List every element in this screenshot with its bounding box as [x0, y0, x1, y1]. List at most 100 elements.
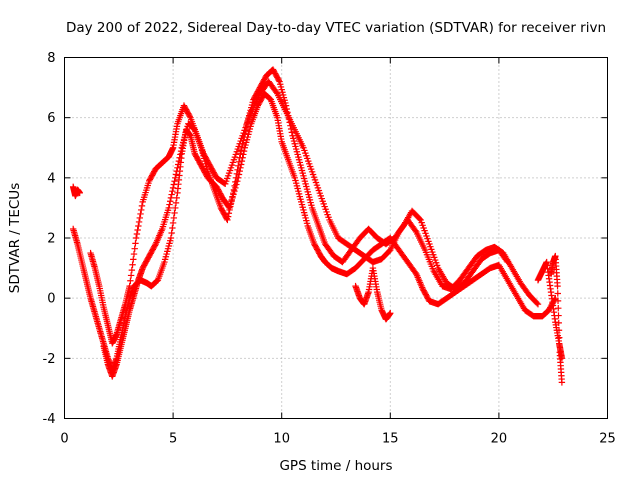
data-point	[167, 194, 175, 202]
data-point	[136, 214, 143, 222]
data-point	[504, 258, 511, 266]
data-point	[166, 201, 173, 208]
data-point	[387, 310, 394, 317]
y-tick-label: -4	[43, 412, 56, 427]
data-point	[76, 189, 83, 197]
data-point	[177, 147, 185, 155]
data-point	[287, 122, 294, 129]
data-point	[174, 164, 181, 172]
data-point	[242, 127, 249, 134]
data-point	[229, 190, 237, 197]
data-point	[170, 181, 178, 188]
data-point	[237, 150, 244, 157]
data-point	[416, 215, 423, 223]
data-point	[168, 229, 175, 237]
data-point	[168, 191, 175, 198]
data-point	[554, 290, 561, 297]
data-point	[239, 140, 246, 147]
plot-frame	[64, 57, 608, 419]
data-points	[69, 66, 566, 386]
data-point	[283, 105, 290, 113]
y-tick-label: 4	[47, 171, 55, 186]
data-point	[126, 282, 133, 290]
data-point	[173, 167, 180, 175]
data-point	[186, 113, 193, 120]
data-point	[275, 77, 283, 84]
satellite-track-5	[352, 264, 394, 323]
data-point	[555, 304, 562, 312]
y-tick-label: 0	[47, 292, 55, 307]
data-point	[138, 206, 145, 214]
data-point	[240, 137, 247, 144]
data-point	[132, 234, 140, 242]
data-point	[273, 89, 280, 96]
data-point	[226, 206, 233, 214]
data-point	[127, 272, 135, 279]
y-tick-label: 2	[47, 232, 55, 247]
data-point	[131, 245, 138, 252]
data-point	[190, 125, 197, 132]
data-point	[172, 204, 179, 212]
data-point	[240, 133, 248, 141]
data-point	[228, 196, 235, 204]
data-point	[227, 203, 234, 210]
data-point	[129, 261, 136, 268]
data-point	[229, 193, 236, 200]
data-point	[234, 166, 241, 174]
data-point	[138, 202, 146, 210]
data-point	[554, 297, 562, 305]
data-point	[282, 102, 290, 109]
x-tick-label: 10	[273, 432, 290, 447]
data-point	[237, 147, 245, 154]
data-point	[238, 143, 246, 151]
data-point	[171, 177, 178, 185]
y-tick-label: 8	[47, 51, 55, 66]
x-axis-label: GPS time / hours	[279, 458, 392, 474]
data-point	[285, 115, 293, 123]
data-point	[171, 209, 178, 217]
y-tick-label: -2	[43, 352, 56, 367]
data-point	[556, 341, 563, 349]
satellite-track-7	[547, 252, 566, 386]
data-point	[169, 219, 177, 227]
data-point	[503, 257, 510, 264]
data-point	[235, 162, 242, 169]
data-point	[225, 210, 233, 217]
x-tick-label: 15	[382, 432, 399, 447]
x-tick-label: 0	[60, 432, 68, 447]
y-tick-label: 6	[47, 111, 55, 126]
data-point	[230, 186, 238, 194]
data-point	[558, 379, 566, 386]
data-point	[173, 194, 180, 202]
data-point	[412, 227, 419, 234]
data-point	[240, 151, 247, 158]
data-point	[130, 250, 138, 258]
data-point	[241, 130, 248, 137]
data-point	[172, 171, 180, 178]
data-point	[284, 109, 291, 116]
data-point	[286, 119, 293, 126]
data-point	[266, 95, 273, 102]
data-point	[231, 182, 238, 190]
data-point	[130, 256, 137, 263]
data-point	[555, 319, 562, 327]
satellite-track-2	[69, 90, 559, 374]
data-point	[153, 278, 160, 285]
y-axis-label: SDTVAR / TECUs	[7, 183, 23, 293]
data-point	[232, 174, 240, 182]
data-point	[287, 125, 295, 133]
x-tick-label: 25	[599, 432, 616, 447]
data-point	[176, 154, 183, 161]
data-point	[232, 178, 239, 186]
data-point	[169, 184, 177, 192]
data-point	[169, 188, 176, 195]
x-tick-label: 20	[491, 432, 508, 447]
data-point	[240, 147, 248, 155]
y-axis-ticks: -4 -2 0 2 4 6 8	[43, 51, 608, 427]
satellite-track-4	[100, 66, 511, 380]
data-point	[175, 157, 183, 165]
data-point	[174, 161, 182, 168]
data-point	[555, 327, 563, 334]
data-point	[233, 170, 241, 178]
